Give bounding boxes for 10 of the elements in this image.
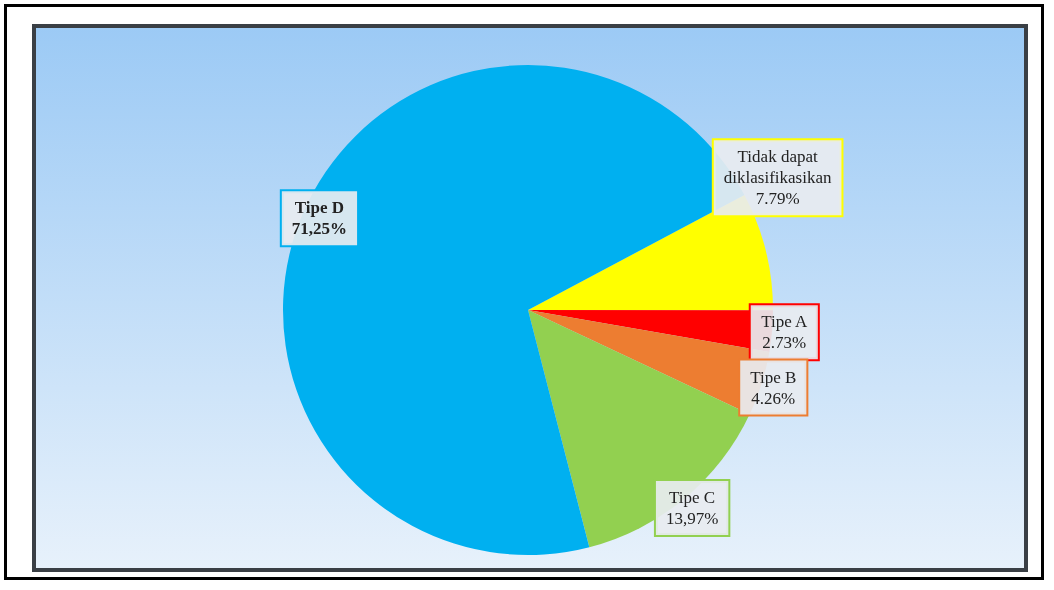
- data-label: 2.73%: [762, 333, 807, 353]
- slice-label: Tidak dapat diklasifikasikan: [723, 147, 832, 188]
- slice-label: Tipe D: [294, 198, 345, 218]
- data-label: 71,25%: [291, 219, 348, 239]
- slice-label: Tipe B: [750, 367, 797, 387]
- slice-label: Tipe C: [669, 488, 716, 508]
- data-label: 4.26%: [751, 388, 796, 408]
- slice-label: Tipe A: [761, 312, 809, 332]
- data-label: 7.79%: [755, 189, 800, 209]
- data-label: 13,97%: [665, 509, 719, 529]
